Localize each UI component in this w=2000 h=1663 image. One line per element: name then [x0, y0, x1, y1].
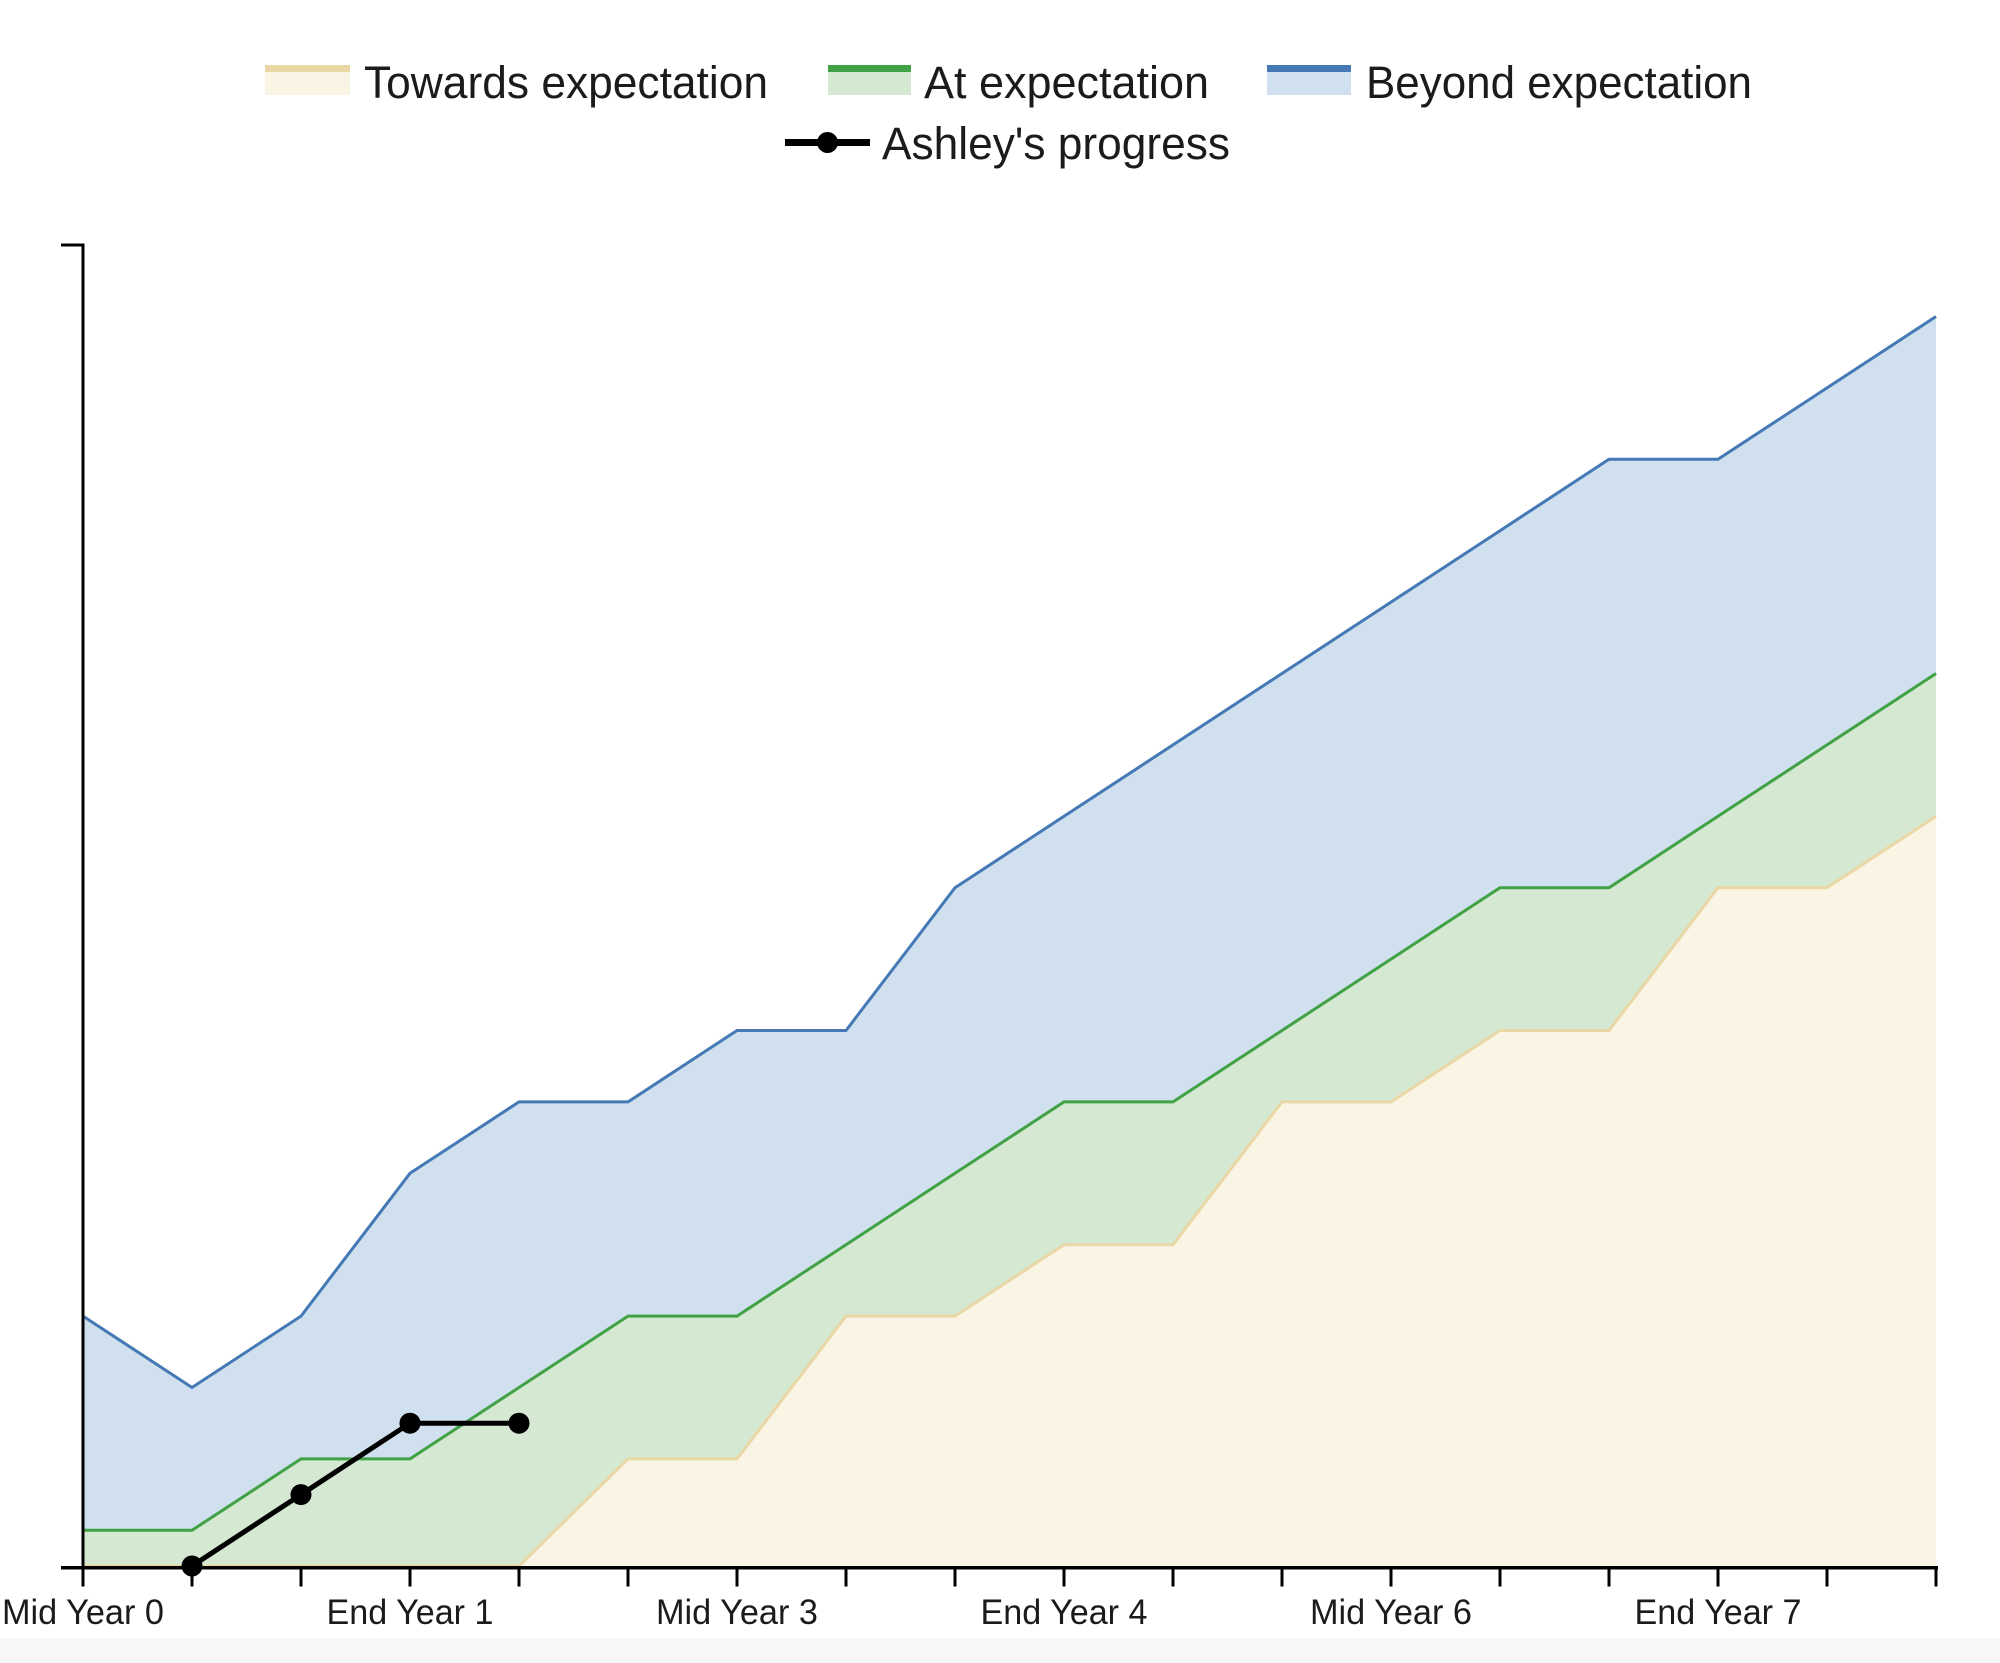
svg-text:Mid Year 3: Mid Year 3 [656, 1593, 818, 1632]
svg-text:Towards expectation: Towards expectation [364, 57, 768, 108]
svg-text:End Year 4: End Year 4 [981, 1593, 1148, 1632]
svg-text:Mid Year 6: Mid Year 6 [1310, 1593, 1472, 1632]
svg-text:Ashley's progress: Ashley's progress [882, 118, 1230, 169]
svg-text:At expectation: At expectation [924, 57, 1209, 108]
svg-text:End Year 7: End Year 7 [1635, 1593, 1802, 1632]
svg-text:End Year 1: End Year 1 [327, 1593, 494, 1632]
svg-text:Beyond expectation: Beyond expectation [1366, 57, 1752, 108]
svg-text:Mid Year 0: Mid Year 0 [2, 1593, 164, 1632]
